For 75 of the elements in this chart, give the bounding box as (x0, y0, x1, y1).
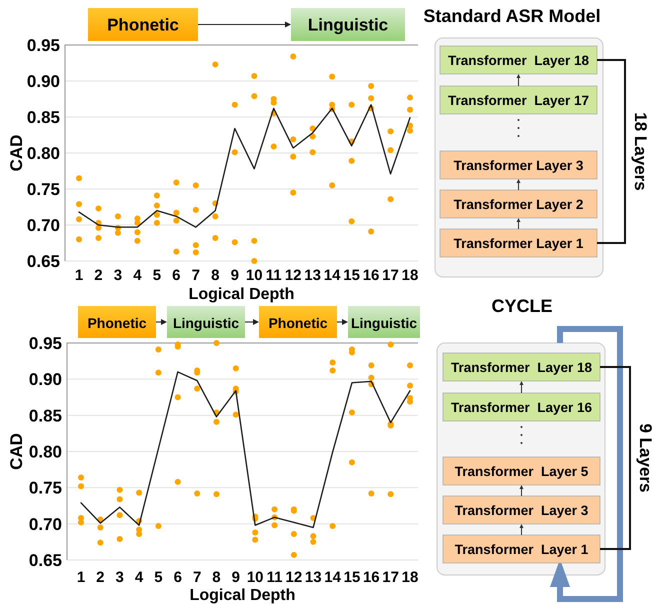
text: Standard ASR Model (423, 6, 601, 26)
x-tick-label: 1 (74, 267, 84, 284)
text: Linguistic (308, 16, 388, 34)
y-tick-label: 0.70 (28, 514, 62, 534)
category-label: Transformer Layer 1 (454, 236, 584, 251)
y-tick-label: 0.95 (28, 334, 62, 353)
x-tick-label: 15 (344, 569, 360, 586)
y-tick-label: 0.85 (26, 108, 60, 127)
y-axis-title: CAD (7, 134, 26, 172)
line-series (80, 371, 411, 528)
x-tick-label: 16 (362, 267, 380, 284)
category-label: Transformer Layer 5 (454, 464, 589, 479)
category-label: Transformer Layer 3 (454, 503, 589, 518)
category-label: Transformer Layer 18 (448, 53, 590, 68)
x-tick-label: 5 (152, 267, 162, 284)
text: Phonetic (107, 16, 179, 34)
x-tick-label: 8 (212, 569, 221, 586)
text: 18 Layers (631, 112, 650, 191)
text: 9 Layers (636, 424, 655, 492)
x-tick-label: 6 (174, 569, 182, 586)
text: Phonetic (87, 315, 147, 331)
x-tick-label: 17 (382, 267, 399, 284)
x-tick-label: 11 (266, 267, 282, 284)
category-label: Transformer Layer 1 (454, 542, 589, 557)
x-tick-label: 1 (76, 569, 86, 586)
x-tick-label: 10 (246, 267, 263, 284)
category-label: Transformer Layer 18 (450, 360, 593, 375)
text: Phonetic (268, 315, 328, 331)
x-tick-label: 10 (246, 569, 264, 586)
x-tick-label: 3 (114, 267, 122, 284)
y-tick-label: 0.80 (26, 144, 60, 163)
text: CYCLE (491, 296, 553, 316)
y-tick-label: 0.70 (26, 216, 60, 235)
x-tick-label: 2 (94, 267, 103, 284)
x-tick-label: 4 (133, 267, 142, 284)
y-tick-label: 0.65 (26, 252, 60, 271)
x-tick-label: 6 (172, 267, 181, 284)
y-tick-label: 0.95 (26, 36, 60, 55)
x-tick-label: 7 (192, 267, 200, 284)
x-tick-label: 13 (304, 267, 321, 284)
y-tick-label: 0.75 (26, 180, 60, 199)
y-tick-label: 0.85 (28, 406, 62, 426)
x-tick-label: 9 (232, 569, 240, 586)
category-label: Transformer Layer 3 (454, 158, 584, 173)
x-tick-label: 13 (304, 569, 322, 586)
category-label: Transformer Layer 2 (454, 197, 584, 212)
x-tick-label: 17 (382, 569, 399, 586)
x-tick-label: 7 (192, 569, 202, 586)
x-tick-label: 5 (154, 569, 163, 586)
category-label: Transformer Layer 16 (450, 400, 593, 415)
x-tick-label: 18 (402, 267, 418, 284)
x-tick-label: 12 (286, 569, 302, 586)
x-axis-title: Logical Depth (190, 587, 296, 604)
x-axis-title: Logical Depth (188, 286, 294, 303)
x-tick-label: 14 (324, 569, 342, 586)
x-tick-label: 2 (96, 569, 105, 586)
text: Linguistic (172, 315, 240, 331)
y-tick-label: 0.75 (28, 478, 62, 498)
y-tick-label: 0.90 (28, 370, 62, 390)
y-tick-label: 0.65 (28, 551, 62, 570)
y-axis-title: CAD (7, 433, 26, 470)
x-tick-label: 15 (343, 267, 360, 284)
x-tick-label: 8 (211, 267, 220, 284)
x-tick-label: 14 (324, 267, 342, 284)
x-tick-label: 16 (362, 569, 380, 586)
x-tick-label: 18 (402, 569, 418, 586)
y-tick-label: 0.80 (28, 442, 62, 462)
x-tick-label: 4 (134, 569, 144, 586)
x-tick-label: 11 (266, 569, 282, 586)
text: Linguistic (350, 315, 418, 331)
x-tick-label: 3 (116, 569, 124, 586)
x-tick-label: 12 (284, 267, 302, 284)
y-tick-label: 0.90 (26, 72, 60, 91)
x-tick-label: 9 (230, 267, 239, 284)
category-label: Transformer Layer 17 (448, 93, 590, 108)
